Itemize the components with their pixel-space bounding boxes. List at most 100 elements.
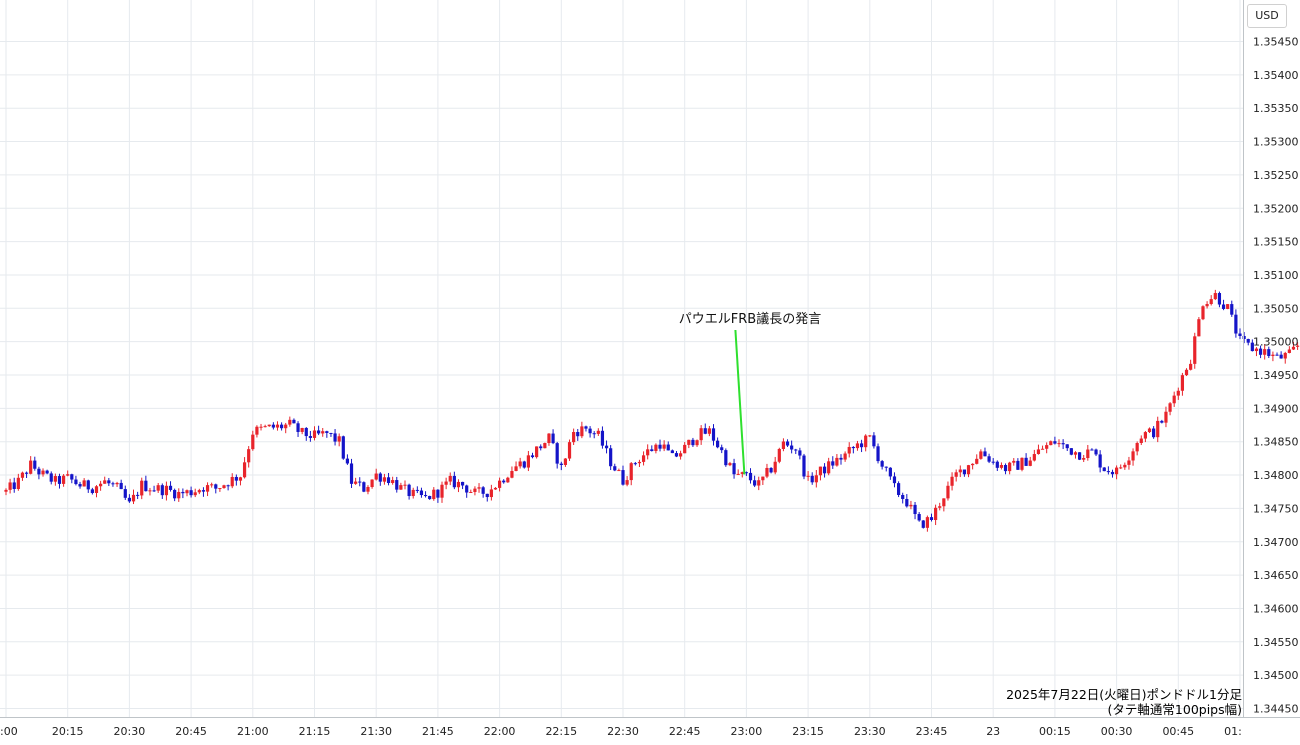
candle-body — [193, 492, 197, 496]
candle-body — [16, 477, 20, 489]
candle-body — [152, 490, 156, 492]
candle-body — [827, 461, 831, 474]
x-tick-label: 22:30 — [607, 725, 639, 738]
candle-body — [214, 484, 218, 489]
candle-body — [687, 439, 691, 445]
x-tick-label: 23:45 — [916, 725, 948, 738]
candle-body — [1135, 443, 1139, 452]
candle-body — [136, 494, 140, 496]
candle-body — [1283, 352, 1287, 359]
candle-body — [399, 485, 403, 490]
candle-body — [1115, 467, 1119, 475]
candle-body — [563, 458, 568, 465]
candle-body — [604, 445, 609, 449]
candle-body — [173, 489, 177, 499]
candle-body — [1086, 449, 1090, 459]
currency-button[interactable]: USD — [1247, 4, 1287, 28]
candle-body — [728, 463, 732, 466]
candle-body — [61, 475, 66, 484]
candle-body — [391, 480, 395, 484]
x-tick-label: 21:45 — [422, 725, 454, 738]
candle-body — [1139, 438, 1143, 444]
x-tick-label: 22:45 — [669, 725, 701, 738]
candle-body — [197, 490, 201, 493]
candle-body — [378, 473, 382, 482]
candle-body — [1180, 375, 1185, 391]
candle-body — [366, 487, 370, 492]
candle-body — [164, 485, 169, 496]
candle-body — [247, 449, 251, 463]
candle-body — [678, 453, 683, 457]
y-tick-label: 1.34550 — [1253, 636, 1299, 649]
candle-body — [576, 432, 580, 437]
candle-body — [1279, 354, 1283, 359]
candle-body — [222, 485, 226, 489]
candle-body — [1168, 403, 1172, 412]
candle-body — [86, 480, 90, 490]
candle-body — [625, 480, 629, 485]
candle-body — [1119, 467, 1123, 469]
candle-body — [1246, 338, 1250, 343]
candle-body — [370, 479, 374, 488]
candle-body — [473, 488, 477, 492]
candle-body — [53, 476, 57, 482]
candle-body — [798, 450, 802, 456]
candle-body — [29, 460, 33, 474]
candle-body — [1053, 441, 1057, 444]
candle-body — [255, 426, 259, 435]
candle-body — [695, 440, 699, 446]
candle-body — [683, 444, 687, 454]
candle-body — [4, 489, 8, 492]
candle-body — [469, 491, 473, 493]
candle-body — [354, 481, 358, 484]
candle-body — [526, 455, 530, 468]
candle-body — [296, 423, 300, 432]
candle-body — [666, 444, 670, 451]
candle-body — [921, 520, 925, 528]
candle-body — [358, 481, 362, 483]
candle-body — [259, 426, 263, 428]
candle-body — [658, 444, 662, 449]
candle-body — [876, 446, 880, 462]
candle-body — [670, 450, 674, 454]
candle-body — [1008, 462, 1012, 472]
candle-body — [613, 466, 617, 471]
candle-body — [1106, 471, 1110, 473]
candle-body — [1040, 448, 1045, 450]
candle-body — [1077, 452, 1082, 460]
candle-body — [637, 461, 642, 464]
candle-body — [465, 485, 469, 493]
candle-body — [168, 485, 173, 490]
candle-body — [349, 463, 354, 484]
candle-body — [506, 477, 510, 483]
annotation-pointer-line — [734, 329, 746, 475]
y-tick-label: 1.35400 — [1253, 69, 1299, 82]
candle-body — [37, 468, 41, 475]
candle-body — [572, 432, 576, 443]
candle-body — [1287, 349, 1291, 353]
candle-body — [448, 475, 452, 482]
candle-body — [884, 466, 888, 468]
candle-body — [744, 472, 748, 474]
candle-body — [1267, 349, 1271, 357]
candle-body — [119, 482, 123, 490]
candle-body — [901, 494, 905, 499]
x-tick-label: 22:15 — [545, 725, 577, 738]
candle-body — [983, 451, 987, 457]
candle-body — [312, 430, 317, 438]
x-tick-label: 00:15 — [1039, 725, 1071, 738]
candle-body — [1176, 390, 1180, 396]
candle-body — [584, 426, 588, 429]
candle-body — [942, 498, 946, 507]
y-tick-label: 1.35050 — [1253, 302, 1299, 315]
candle-body — [140, 480, 144, 496]
candle-body — [24, 472, 29, 474]
candle-body — [592, 433, 596, 435]
candle-body — [337, 436, 341, 442]
candle-body — [617, 470, 621, 472]
x-tick-label: 01: — [1224, 725, 1242, 738]
candle-body — [456, 481, 461, 488]
y-tick-label: 1.35200 — [1253, 202, 1299, 215]
candle-body — [8, 482, 12, 490]
